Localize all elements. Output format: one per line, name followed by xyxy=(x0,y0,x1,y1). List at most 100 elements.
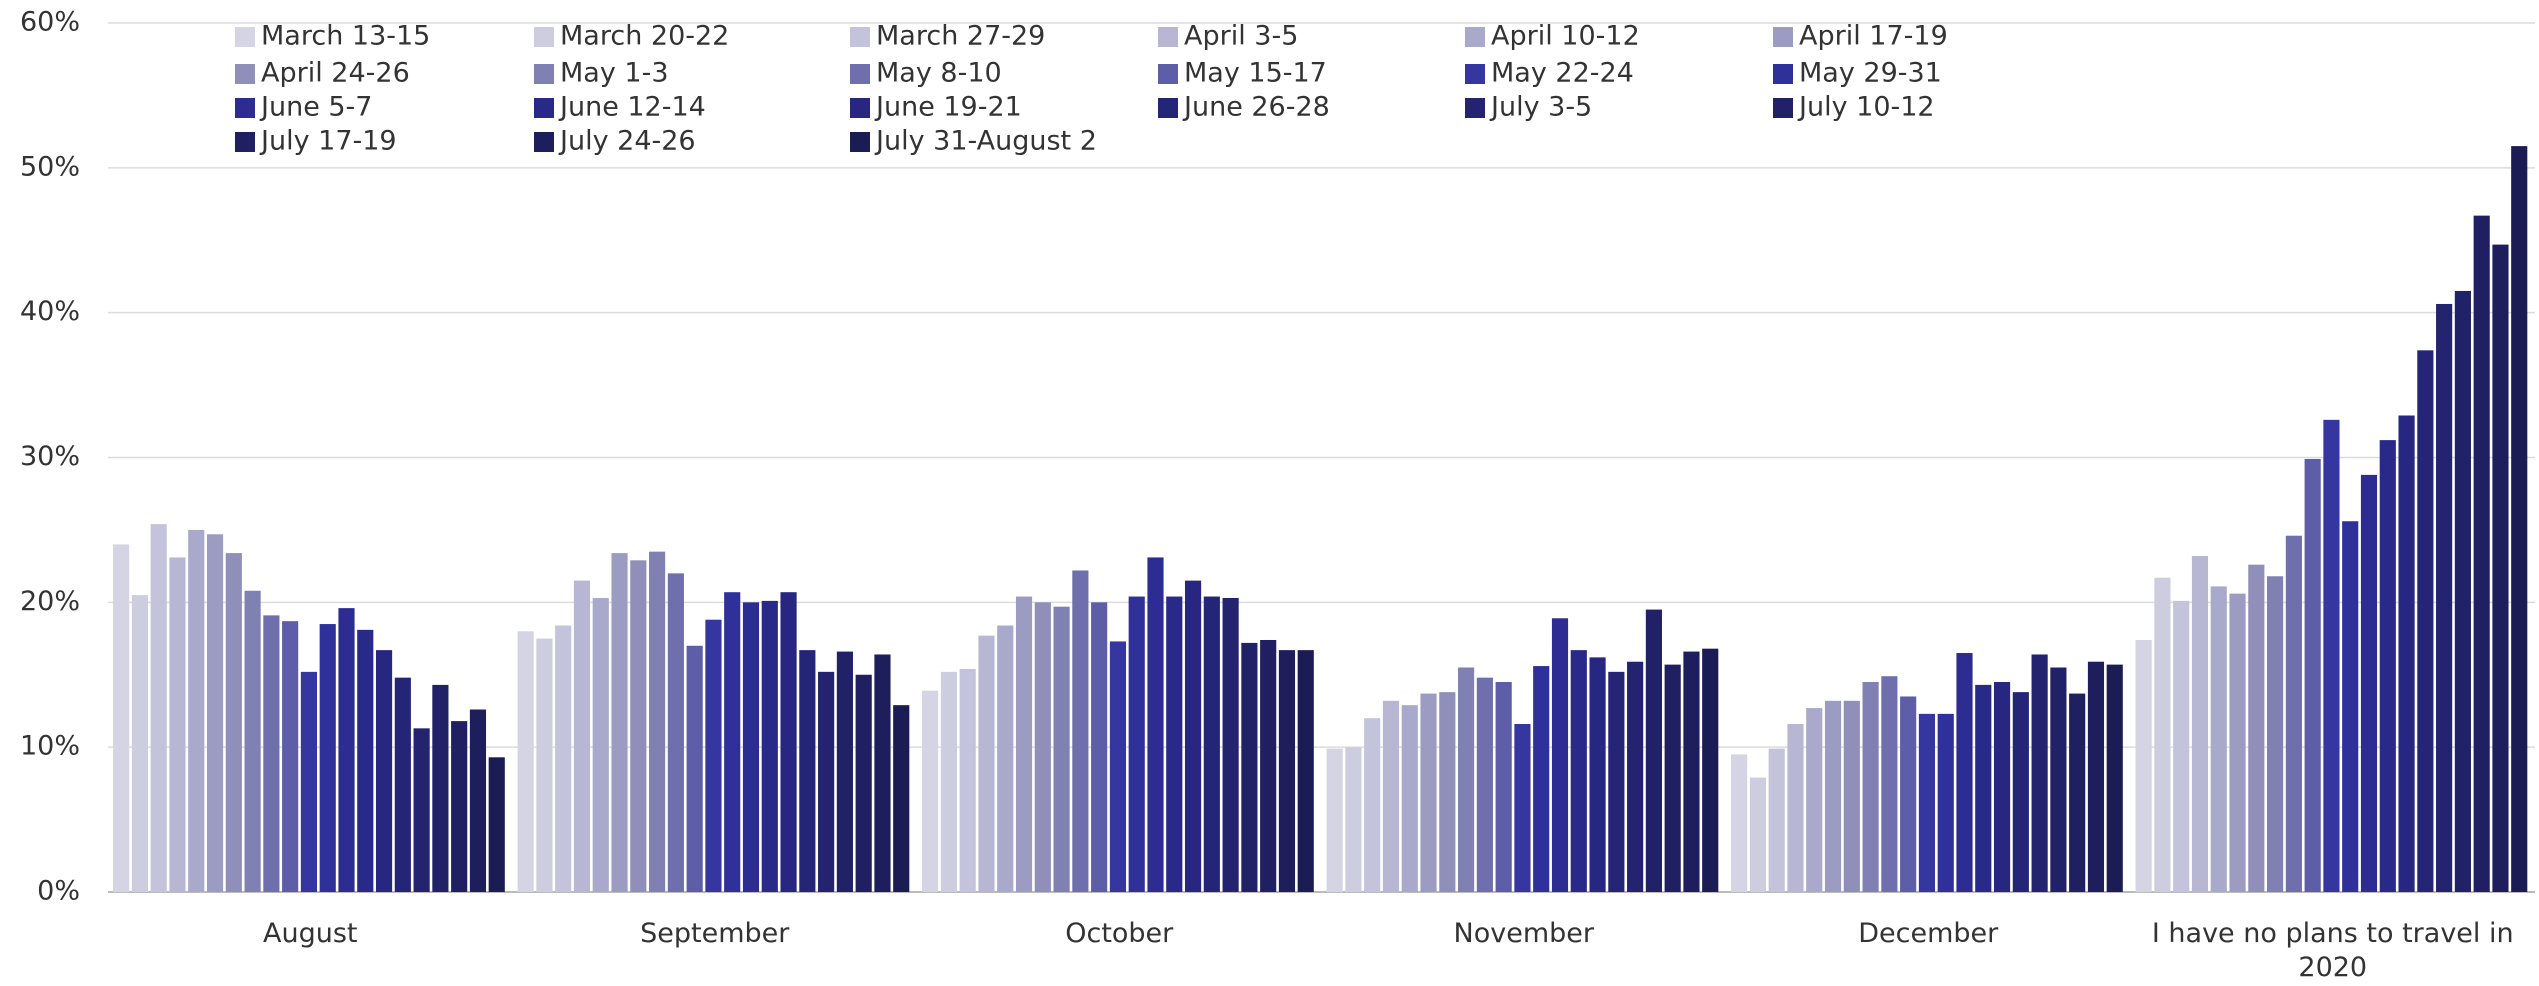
bar xyxy=(282,621,299,892)
legend-label: July 31-August 2 xyxy=(874,126,1097,157)
bar xyxy=(1495,681,1512,892)
bar xyxy=(488,757,505,892)
bar xyxy=(1166,596,1183,892)
bar xyxy=(1297,650,1314,892)
legend-label: April 17-19 xyxy=(1799,21,1948,52)
bar xyxy=(1900,696,1917,892)
legend-swatch xyxy=(534,64,554,84)
bar xyxy=(978,635,995,892)
legend-swatch xyxy=(534,132,554,152)
bar xyxy=(855,674,872,892)
legend-swatch xyxy=(235,132,255,152)
bar xyxy=(244,590,261,892)
bar xyxy=(2210,586,2227,892)
bar xyxy=(667,573,684,892)
bar xyxy=(1589,657,1606,892)
bar xyxy=(2304,458,2321,892)
legend-swatch xyxy=(235,64,255,84)
legend-label: June 12-14 xyxy=(558,92,706,123)
bar xyxy=(2012,692,2029,892)
bar xyxy=(2285,535,2302,892)
bar xyxy=(394,677,411,892)
x-tick-label: October xyxy=(1065,918,1174,949)
y-tick-label: 50% xyxy=(20,151,80,182)
legend-label: May 22-24 xyxy=(1491,58,1634,89)
legend-swatch xyxy=(235,27,255,47)
legend-label: May 15-17 xyxy=(1184,58,1327,89)
legend-label: June 5-7 xyxy=(259,92,372,123)
bar xyxy=(2191,555,2209,892)
bar xyxy=(630,560,647,892)
legend-swatch xyxy=(235,98,255,118)
bar xyxy=(1458,667,1475,892)
bar xyxy=(2398,415,2415,892)
bar xyxy=(2154,577,2171,892)
legend-label: March 13-15 xyxy=(261,21,430,52)
legend-label: June 26-28 xyxy=(1182,92,1330,123)
bar xyxy=(2031,654,2048,892)
bar xyxy=(2323,419,2340,892)
bar xyxy=(940,671,957,892)
bar xyxy=(517,631,534,892)
legend-label: May 8-10 xyxy=(876,58,1002,89)
bar xyxy=(1128,596,1145,892)
bar xyxy=(451,721,468,892)
bar xyxy=(555,625,572,892)
bar xyxy=(1326,748,1343,892)
bar xyxy=(1975,684,1992,892)
bar xyxy=(2473,215,2490,893)
legend-label: April 3-5 xyxy=(1184,21,1298,52)
legend-swatch xyxy=(1158,64,1178,84)
bar xyxy=(1184,580,1202,892)
x-tick-label: December xyxy=(1858,918,1999,949)
bar xyxy=(2248,564,2265,892)
bar xyxy=(761,600,778,892)
legend-swatch xyxy=(1465,64,1485,84)
bar xyxy=(1862,681,1879,892)
bar xyxy=(2511,146,2528,892)
bar xyxy=(1072,570,1089,892)
bar xyxy=(1439,692,1456,892)
bar xyxy=(1645,609,1662,892)
bar xyxy=(742,602,760,892)
bar xyxy=(1664,664,1681,892)
y-tick-label: 10% xyxy=(20,731,80,762)
bar xyxy=(1787,723,1804,892)
bar xyxy=(818,671,835,892)
bar xyxy=(536,638,553,892)
bar xyxy=(1382,700,1400,892)
legend-label: May 1-3 xyxy=(560,58,669,89)
bar xyxy=(1843,700,1860,892)
bar xyxy=(263,615,280,892)
bar xyxy=(649,551,666,892)
bar xyxy=(2069,693,2086,892)
bar xyxy=(836,651,853,892)
y-tick-label: 40% xyxy=(20,296,80,327)
bar xyxy=(1476,677,1493,892)
bar xyxy=(2454,290,2471,893)
bar xyxy=(150,524,167,892)
bar xyxy=(1091,602,1108,892)
legend-label: June 19-21 xyxy=(874,92,1022,123)
bar xyxy=(2135,639,2152,892)
legend-label: July 24-26 xyxy=(558,126,696,157)
bar xyxy=(1401,705,1418,892)
bar xyxy=(2267,576,2284,892)
legend-label: March 27-29 xyxy=(876,21,1045,52)
bar xyxy=(1683,651,1700,892)
legend-swatch xyxy=(1773,98,1793,118)
bar xyxy=(432,684,449,892)
legend-swatch xyxy=(850,98,870,118)
bar xyxy=(1147,557,1164,892)
bar xyxy=(573,580,591,892)
bar xyxy=(1570,650,1587,892)
y-tick-label: 60% xyxy=(20,7,80,38)
bar xyxy=(1627,661,1644,892)
bar xyxy=(357,629,374,892)
legend-swatch xyxy=(850,64,870,84)
bar xyxy=(959,668,976,892)
bar xyxy=(705,619,722,892)
bar xyxy=(1918,713,1936,892)
